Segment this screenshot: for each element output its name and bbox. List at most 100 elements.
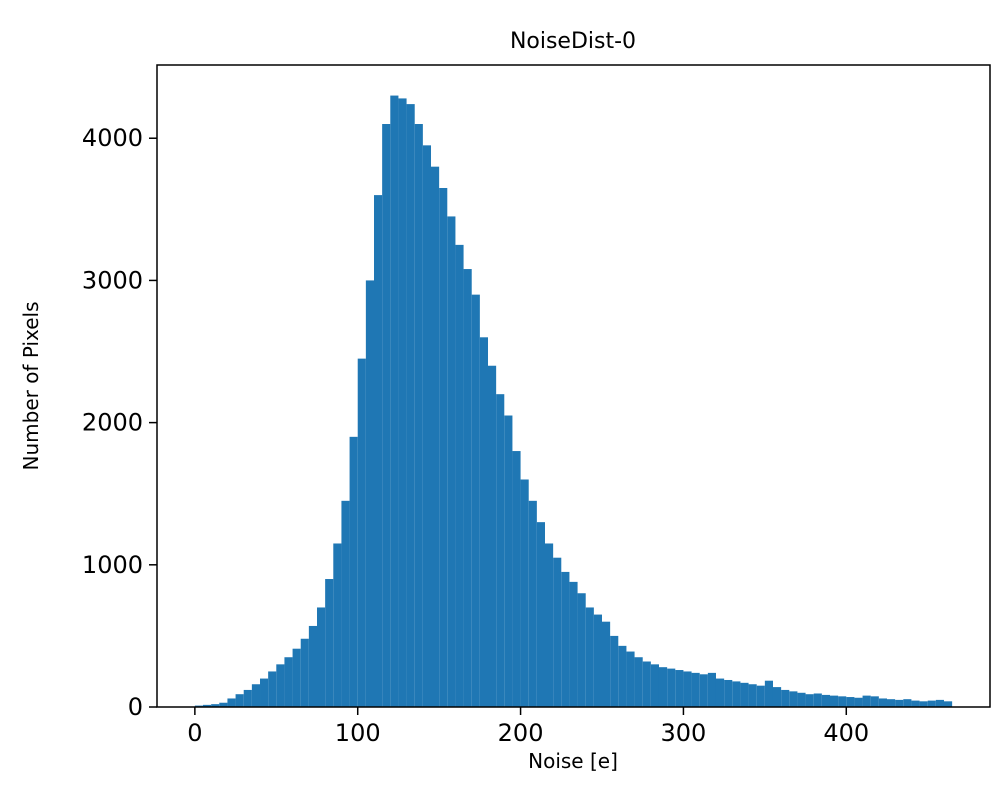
y-tick-label: 3000 — [82, 266, 143, 294]
histogram-bar — [748, 684, 757, 707]
chart-title: NoiseDist-0 — [510, 29, 636, 54]
histogram-bar — [601, 621, 611, 707]
histogram-bar — [260, 678, 269, 707]
histogram-bar — [243, 689, 252, 707]
histogram-bar — [886, 699, 896, 707]
histogram-bar — [927, 700, 936, 707]
histogram-bar — [317, 607, 326, 707]
histogram-bar — [707, 672, 716, 707]
histogram-bar — [349, 436, 358, 707]
histogram-bar — [235, 694, 244, 707]
histogram-bar — [846, 697, 855, 707]
histogram-bar — [536, 522, 546, 707]
histogram-bar — [553, 557, 562, 707]
histogram-bar — [740, 682, 749, 707]
histogram-bar — [341, 500, 350, 707]
histogram-bar — [390, 95, 399, 708]
histogram-bar — [634, 657, 643, 707]
histogram-bar — [308, 625, 318, 707]
histogram-bar — [439, 187, 448, 707]
histogram-bar — [365, 280, 375, 707]
histogram-bar — [496, 394, 505, 707]
histogram-bar — [300, 638, 309, 707]
x-axis-label: Noise [e] — [528, 749, 618, 773]
histogram-bar — [797, 692, 806, 707]
histogram-bar — [585, 607, 594, 707]
y-tick-label: 1000 — [82, 551, 143, 579]
histogram-bar — [675, 670, 684, 707]
histogram-bar — [422, 145, 432, 707]
histogram-bar — [870, 696, 879, 707]
histogram-bar — [903, 699, 912, 707]
y-tick-label: 4000 — [82, 124, 143, 152]
histogram-bar — [211, 704, 220, 707]
histogram-bar — [357, 358, 366, 707]
histogram-bar — [943, 701, 953, 707]
x-tick-label: 100 — [335, 719, 381, 747]
histogram-bar — [333, 543, 342, 707]
histogram-bar — [325, 579, 334, 707]
histogram-bar — [878, 698, 887, 707]
histogram-bar — [935, 699, 944, 707]
histogram-bar — [911, 700, 920, 707]
x-tick-label: 200 — [498, 719, 544, 747]
histogram-bar — [691, 672, 700, 707]
histogram-bar — [919, 701, 928, 707]
histogram-bar — [895, 699, 904, 707]
histogram-bar — [715, 678, 725, 707]
histogram-bar — [561, 571, 570, 707]
histogram-bar — [821, 694, 830, 707]
x-tick-label: 300 — [661, 719, 707, 747]
histogram-bars — [194, 95, 953, 708]
histogram-bar — [203, 704, 212, 707]
histogram-bar — [276, 664, 285, 707]
histogram-bar — [471, 294, 480, 707]
axes-spines — [156, 64, 991, 708]
histogram-bar — [593, 614, 602, 707]
histogram-bar — [414, 124, 423, 708]
histogram-bar — [781, 689, 790, 707]
histogram-bar — [292, 648, 301, 707]
histogram-bar — [382, 124, 391, 708]
histogram-bar — [463, 269, 472, 707]
histogram-bar — [764, 680, 773, 707]
histogram-bar — [813, 693, 822, 707]
histogram-bar — [732, 681, 741, 707]
histogram-bar — [838, 696, 847, 707]
histogram-bar — [227, 698, 236, 707]
histogram-bar — [610, 635, 619, 707]
histogram-bar — [512, 451, 521, 707]
histogram-bar — [756, 685, 765, 707]
histogram-bar — [374, 195, 383, 707]
y-tick-label: 2000 — [82, 409, 143, 437]
histogram-bar — [650, 664, 659, 707]
histogram-bar — [569, 581, 578, 707]
histogram-bar — [642, 661, 651, 707]
histogram-bar — [772, 687, 782, 707]
histogram-bar — [488, 365, 497, 707]
histogram-bar — [406, 104, 415, 708]
histogram-bar — [789, 691, 798, 707]
histogram-bar — [219, 702, 228, 707]
histogram-bar — [829, 695, 839, 707]
histogram-bar — [626, 651, 635, 707]
histogram-bar — [854, 697, 863, 707]
y-axis-label: Number of Pixels — [19, 301, 43, 470]
histogram-bar — [528, 500, 537, 707]
histogram-bar — [268, 671, 277, 707]
histogram-bar — [699, 674, 708, 707]
histogram-bar — [284, 657, 293, 707]
histogram-bar — [683, 671, 692, 707]
histogram-bar — [658, 667, 668, 707]
histogram-bar — [479, 337, 489, 707]
histogram-bar — [251, 684, 261, 707]
histogram-bar — [805, 694, 814, 707]
histogram-bar — [455, 244, 464, 707]
histogram-bar — [667, 668, 676, 707]
histogram-bar — [504, 415, 513, 707]
x-tick-label: 400 — [823, 719, 869, 747]
x-tick-label: 0 — [187, 719, 202, 747]
